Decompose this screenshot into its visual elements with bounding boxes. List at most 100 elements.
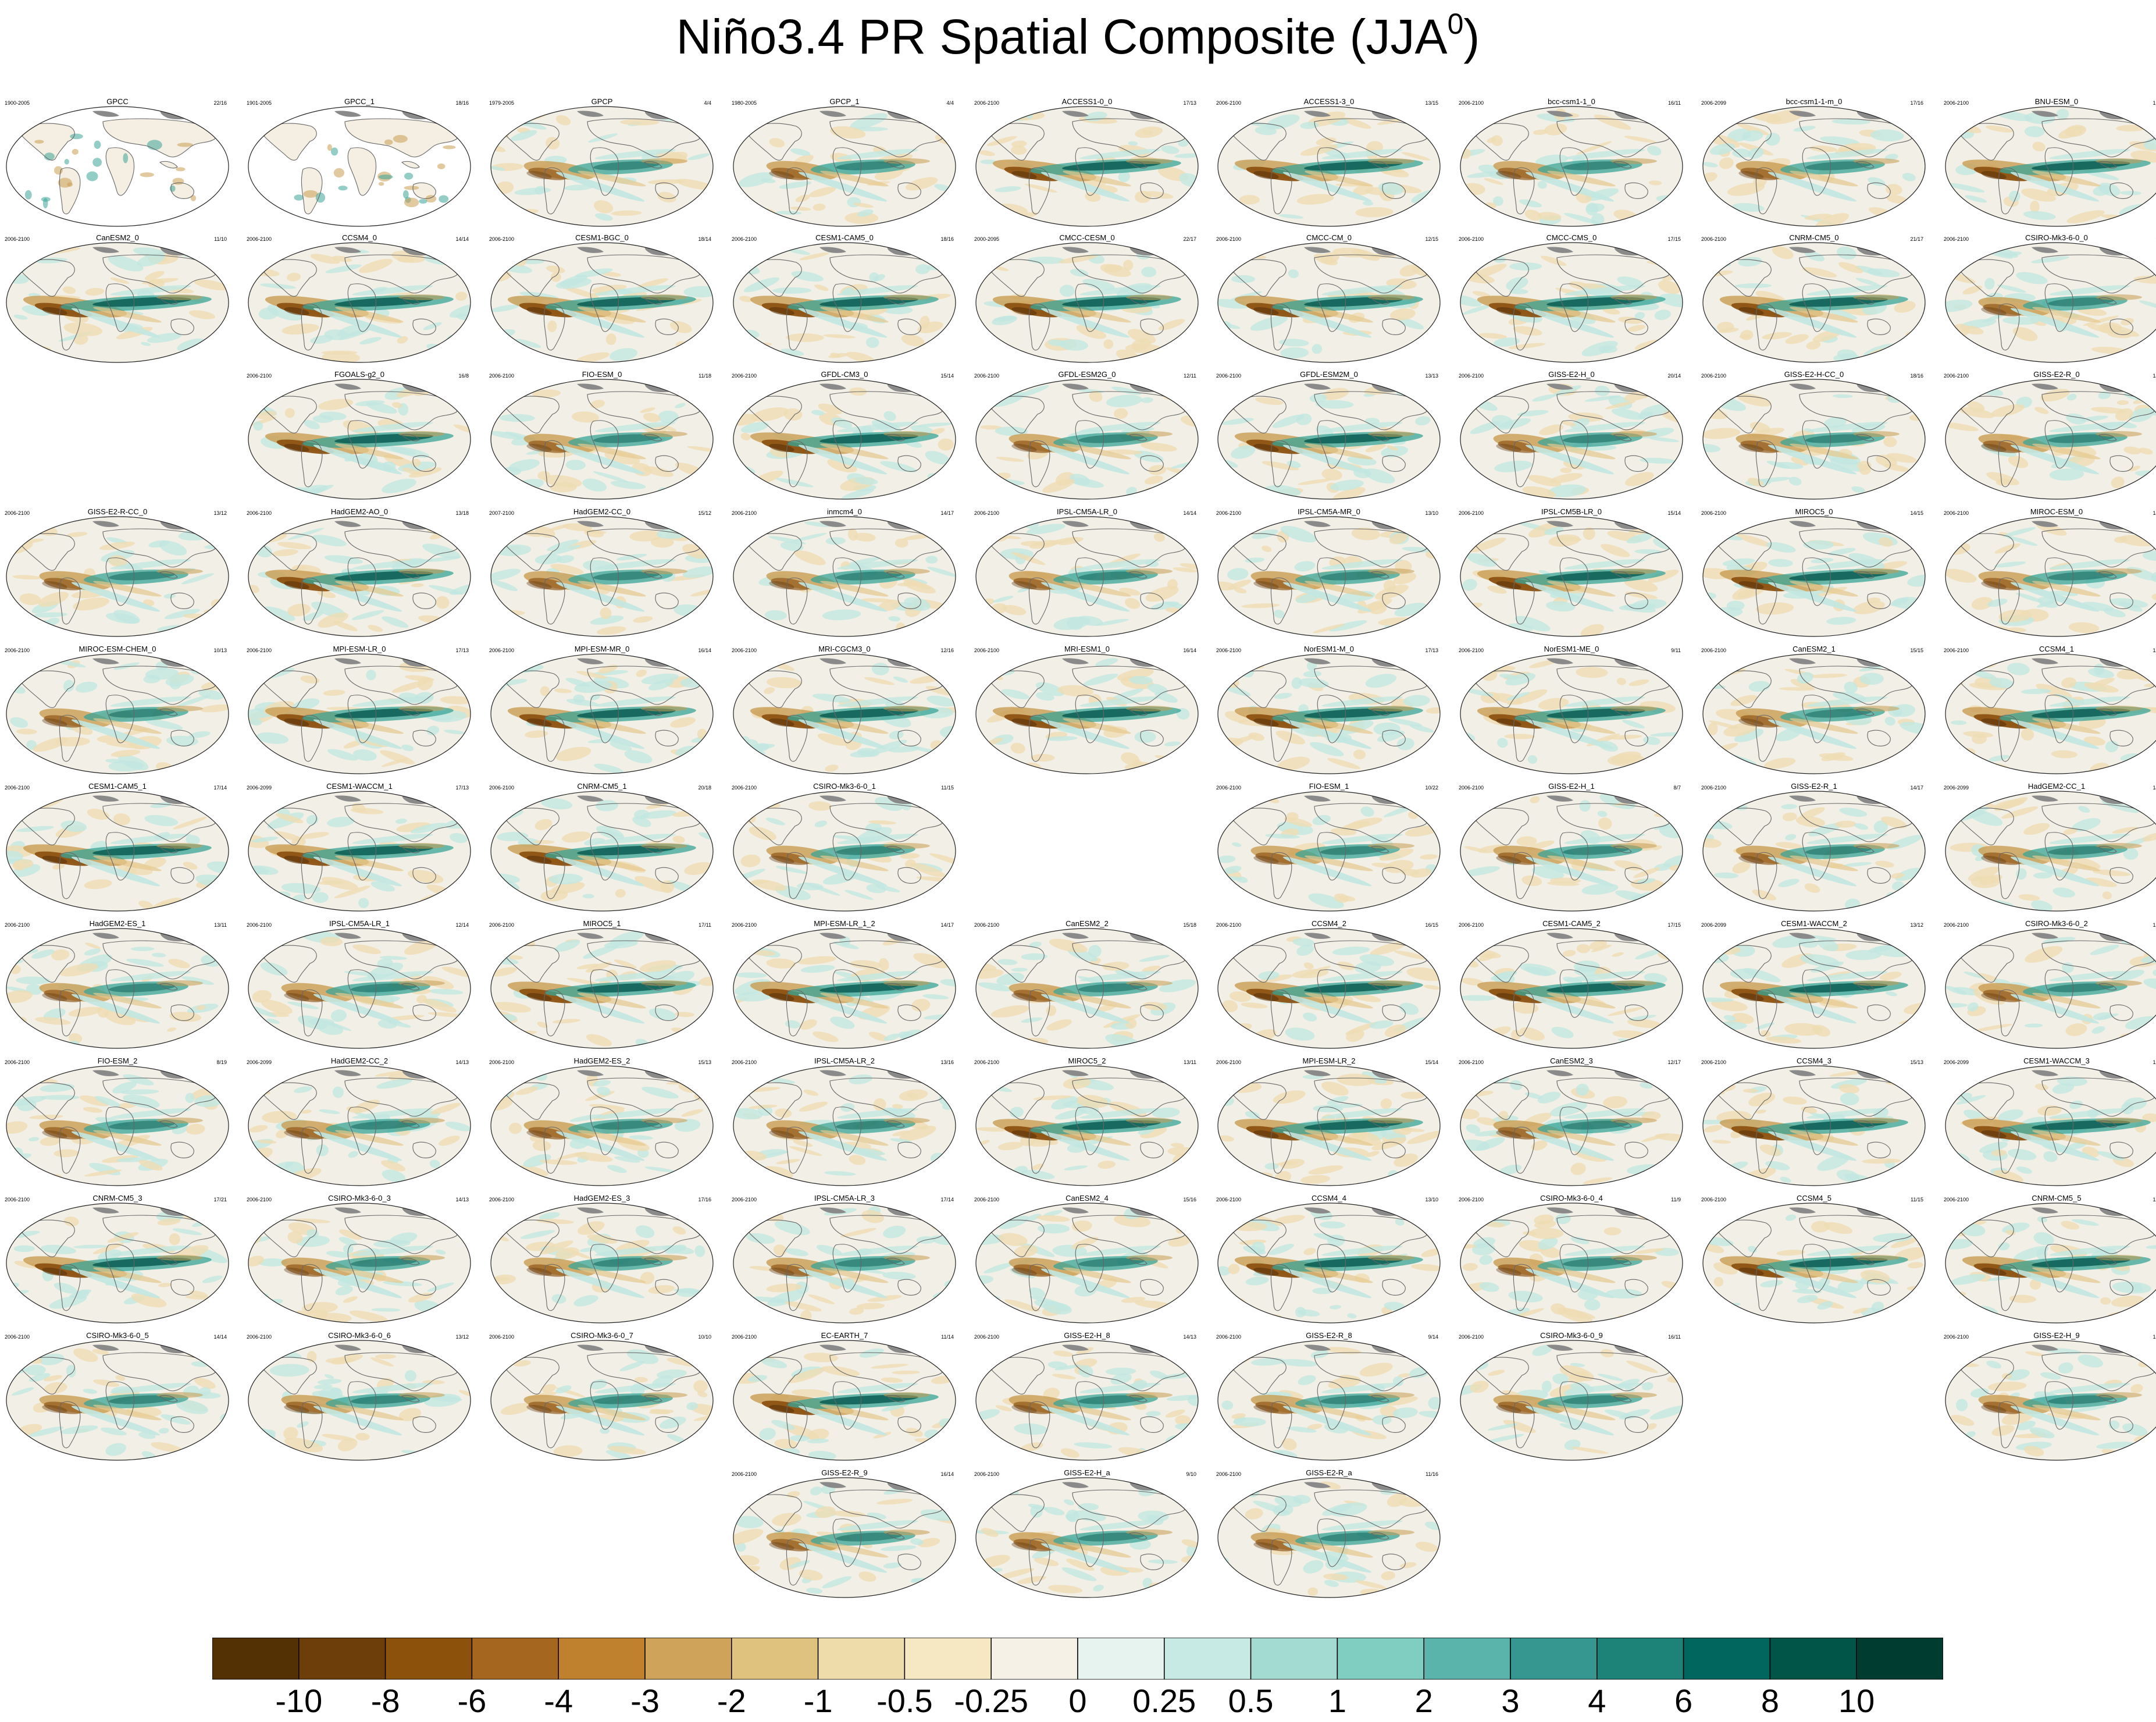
panel-event-count: 9/10 xyxy=(1186,1471,1196,1477)
panel-event-count: 10/13 xyxy=(213,647,227,653)
panel-title: MIROC5_0 xyxy=(1795,507,1833,516)
map-panel: GPCC_1 1901-2005 18/16 xyxy=(243,97,476,231)
panel-title: IPSL-CM5B-LR_0 xyxy=(1541,507,1602,516)
panel-period: 2006-2100 xyxy=(1944,922,1969,928)
map-panel: IPSL-CM5A-LR_2 2006-2100 13/16 xyxy=(728,1056,961,1190)
panel-title: HadGEM2-ES_2 xyxy=(573,1056,630,1065)
robinson-map xyxy=(1460,791,1683,912)
panel-title: IPSL-CM5A-MR_0 xyxy=(1298,507,1360,516)
panel-title: MRI-ESM1_0 xyxy=(1064,645,1110,653)
robinson-map xyxy=(1702,928,1926,1049)
panel-title: CSIRO-Mk3-6-0_5 xyxy=(86,1331,149,1340)
panel-title: CCSM4_3 xyxy=(1797,1056,1831,1065)
panel-period: 2006-2099 xyxy=(1701,922,1727,928)
map-panel: GISS-E2-H_0 2006-2100 20/14 xyxy=(1455,370,1688,504)
robinson-map xyxy=(1945,1340,2156,1461)
panel-event-count: 14/13 xyxy=(455,1197,469,1202)
robinson-map xyxy=(1702,1065,1926,1186)
panel-event-count: 4/4 xyxy=(704,100,711,106)
panel-event-count: 14/14 xyxy=(1183,510,1196,516)
map-panel: CSIRO-Mk3-6-0_4 2006-2100 11/9 xyxy=(1455,1194,1688,1328)
map-panel: CMCC-CESM_0 2000-2095 22/17 xyxy=(971,233,1203,367)
panel-period: 2006-2100 xyxy=(1216,100,1242,106)
map-panel: HadGEM2-AO_0 2006-2100 13/18 xyxy=(243,507,476,641)
panel-event-count: 14/15 xyxy=(2153,373,2156,379)
robinson-map xyxy=(1460,242,1683,363)
panel-title: GISS-E2-R_9 xyxy=(821,1468,868,1477)
map-panel: CESM1-CAM5_0 2006-2100 18/16 xyxy=(728,233,961,367)
panel-period: 2006-2100 xyxy=(5,1197,30,1202)
map-panel: MIROC5_2 2006-2100 13/11 xyxy=(971,1056,1203,1190)
panel-title: FIO-ESM_0 xyxy=(582,370,622,379)
panel-event-count: 18/17 xyxy=(2153,1334,2156,1340)
map-panel: MIROC5_1 2006-2100 17/11 xyxy=(486,919,718,1053)
panel-title: MIROC5_2 xyxy=(1068,1056,1106,1065)
panel-event-count: 15/13 xyxy=(698,1059,711,1065)
panel-title: CESM1-CAM5_0 xyxy=(815,233,874,242)
panel-event-count: 13/15 xyxy=(1425,100,1438,106)
panel-title: MPI-ESM-LR_0 xyxy=(333,645,386,653)
panel-period: 2006-2100 xyxy=(1216,1334,1242,1340)
map-panel: CCSM4_0 2006-2100 14/14 xyxy=(243,233,476,367)
map-panel: EC-EARTH_7 2006-2100 11/14 xyxy=(728,1331,961,1465)
robinson-map xyxy=(733,242,956,363)
panel-title: MPI-ESM-MR_0 xyxy=(574,645,630,653)
panel-event-count: 17/14 xyxy=(213,785,227,791)
colorbar-box xyxy=(384,1638,473,1680)
panel-title: FIO-ESM_1 xyxy=(1309,782,1349,791)
panel-period: 2006-2100 xyxy=(1944,1334,1969,1340)
panel-event-count: 17/15 xyxy=(1667,236,1681,242)
panel-period: 2006-2100 xyxy=(1701,373,1727,379)
map-panel: CSIRO-Mk3-6-0_3 2006-2100 14/13 xyxy=(243,1194,476,1328)
colorbar xyxy=(212,1638,1943,1680)
robinson-map xyxy=(1945,516,2156,637)
panel-period: 2006-2100 xyxy=(1216,1059,1242,1065)
colorbar-box xyxy=(1856,1638,1943,1680)
panel-event-count: 15/16 xyxy=(1183,1197,1196,1202)
panel-period: 2006-2100 xyxy=(1459,236,1484,242)
panel-period: 2006-2099 xyxy=(1701,100,1727,106)
panel-title: CanESM2_0 xyxy=(96,233,139,242)
panel-event-count: 9/11 xyxy=(1671,647,1681,653)
panel-title: CanESM2_4 xyxy=(1065,1194,1109,1202)
panel-event-count: 17/14 xyxy=(940,1197,954,1202)
panel-event-count: 13/16 xyxy=(940,1059,954,1065)
map-panel: MPI-ESM-LR_2 2006-2100 15/14 xyxy=(1213,1056,1445,1190)
panel-event-count: 14/17 xyxy=(1910,785,1923,791)
panel-event-count: 12/14 xyxy=(455,922,469,928)
robinson-map xyxy=(490,516,714,637)
map-panel: FIO-ESM_2 2006-2100 8/19 xyxy=(1,1056,234,1190)
colorbar-box xyxy=(1250,1638,1338,1680)
panel-period: 2006-2100 xyxy=(1944,373,1969,379)
panel-period: 2006-2100 xyxy=(489,922,515,928)
panel-period: 2006-2100 xyxy=(1216,510,1242,516)
panel-title: HadGEM2-ES_3 xyxy=(573,1194,630,1202)
panel-period: 2006-2100 xyxy=(1944,647,1969,653)
map-panel: MRI-CGCM3_0 2006-2100 12/16 xyxy=(728,645,961,778)
map-panel: HadGEM2-ES_1 2006-2100 13/11 xyxy=(1,919,234,1053)
panel-period: 2006-2100 xyxy=(732,373,757,379)
panel-period: 2006-2100 xyxy=(247,236,272,242)
panel-event-count: 11/14 xyxy=(941,1334,954,1340)
panel-period: 2006-2100 xyxy=(247,647,272,653)
map-panel: CSIRO-Mk3-6-0_7 2006-2100 10/10 xyxy=(486,1331,718,1465)
panel-event-count: 11/9 xyxy=(1671,1197,1681,1202)
panel-period: 2006-2100 xyxy=(247,922,272,928)
panel-event-count: 4/4 xyxy=(946,100,954,106)
panel-period: 2006-2100 xyxy=(247,510,272,516)
robinson-map xyxy=(1460,1202,1683,1323)
map-panel: HadGEM2-ES_2 2006-2100 15/13 xyxy=(486,1056,718,1190)
panel-title: MPI-ESM-LR_1_2 xyxy=(814,919,875,928)
map-panel: inmcm4_0 2006-2100 14/17 xyxy=(728,507,961,641)
panel-title: bcc-csm1-1_0 xyxy=(1548,97,1595,106)
panel-period: 2006-2100 xyxy=(489,1059,515,1065)
robinson-map xyxy=(733,1477,956,1598)
panel-period: 2006-2100 xyxy=(247,1197,272,1202)
robinson-map xyxy=(1460,106,1683,227)
robinson-map xyxy=(248,1202,471,1323)
panel-title: CanESM2_1 xyxy=(1792,645,1836,653)
robinson-map xyxy=(1460,653,1683,774)
map-panel: CMCC-CMS_0 2006-2100 17/15 xyxy=(1455,233,1688,367)
panel-period: 2006-2100 xyxy=(732,510,757,516)
map-panel: GISS-E2-R_8 2006-2100 9/14 xyxy=(1213,1331,1445,1465)
